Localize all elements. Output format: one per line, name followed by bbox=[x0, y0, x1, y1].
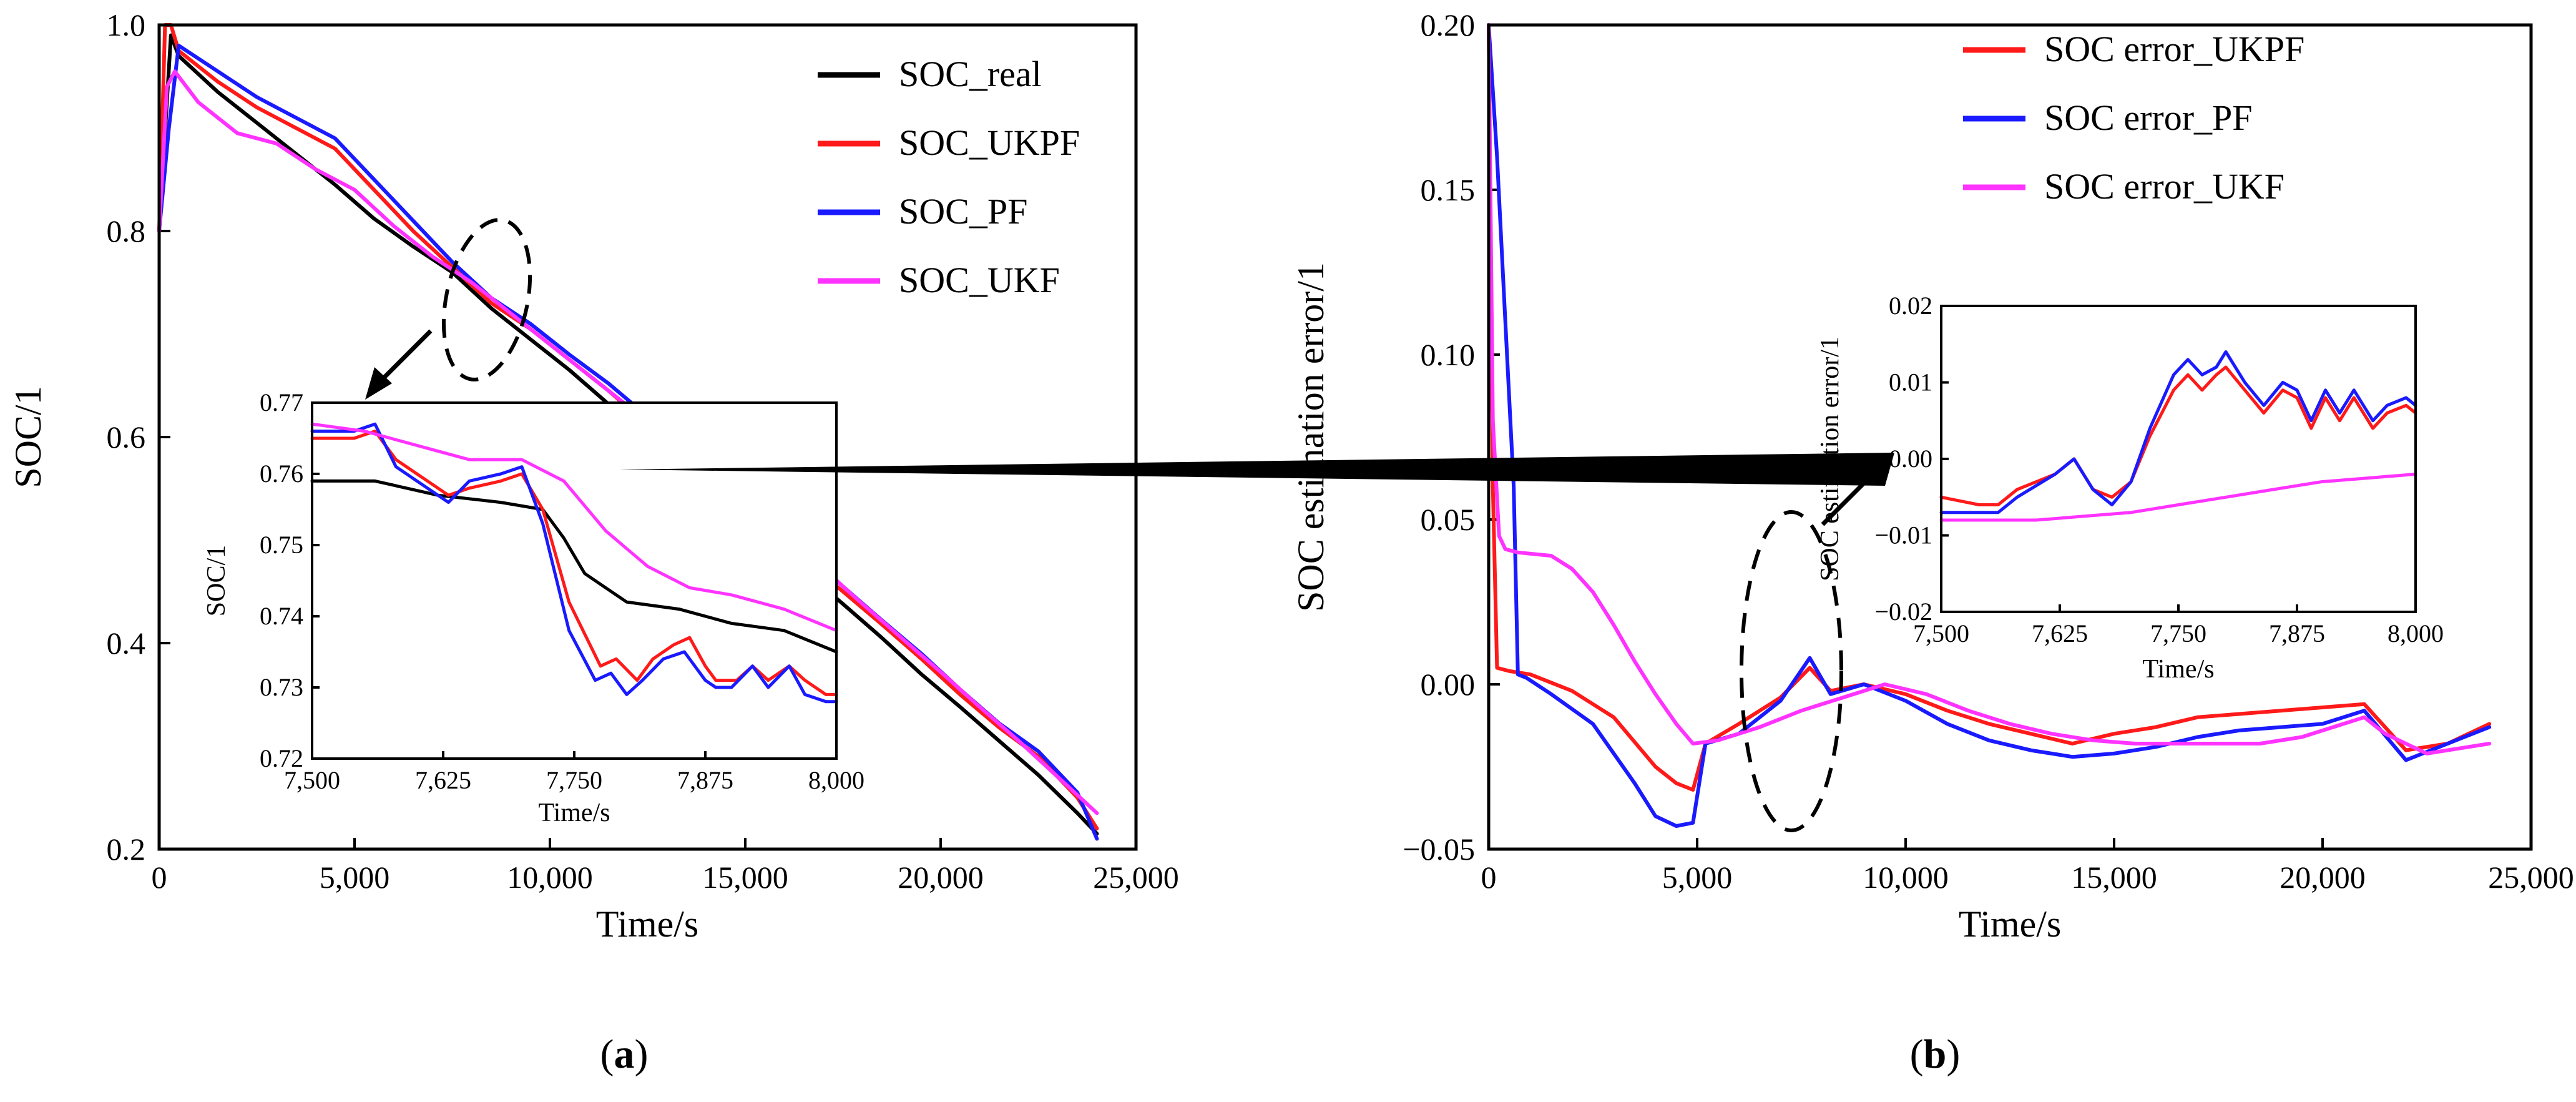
panel-b-inset-y-tick-label: −0.01 bbox=[1874, 521, 1932, 549]
panel-a-y-tick-label: 0.8 bbox=[107, 214, 146, 248]
panel-a-x-tick-label: 15,000 bbox=[702, 860, 788, 895]
legend-label-soc-pf: SOC_PF bbox=[899, 191, 1027, 232]
panel-a-label: (a) bbox=[600, 1031, 649, 1077]
panel-b-inset-x-axis-label: Time/s bbox=[2142, 655, 2214, 684]
legend-label-soc-error-pf: SOC error_PF bbox=[2044, 97, 2253, 138]
panel-a-inset-y-tick-label: 0.75 bbox=[260, 531, 303, 559]
panel-a-inset-x-tick-label: 7,625 bbox=[415, 766, 471, 794]
panel-b-inset-background bbox=[1941, 306, 2416, 612]
panel-a-zoom-ellipse bbox=[441, 218, 532, 381]
legend-label-soc-error-ukf: SOC error_UKF bbox=[2044, 166, 2285, 207]
legend-label-soc-real: SOC_real bbox=[899, 54, 1042, 94]
panel-b-x-tick-label: 25,000 bbox=[2488, 860, 2574, 895]
panel-a-inset-series-soc-ukf bbox=[310, 422, 838, 632]
panel-b-inset-tick-labels: 7,500 7,625 7,750 7,875 8,000 −0.02 −0.01 0.00 0… bbox=[1874, 292, 2444, 647]
panel-b-inset-x-tick-label: 8,000 bbox=[2387, 619, 2444, 647]
panel-a-inset-x-axis-label: Time/s bbox=[538, 799, 610, 827]
panel-a-series bbox=[157, 23, 1099, 841]
panel-a-y-tick-label: 0.6 bbox=[107, 420, 146, 455]
panel-b-y-tick-label: 0.05 bbox=[1421, 502, 1476, 537]
panel-b-zoom-arrowhead bbox=[619, 453, 1894, 486]
panel-a-zoom-arrow bbox=[376, 329, 433, 386]
panel-a-tick-labels: 0 5,000 10,000 15,000 20,000 25,000 0.2 0.4 0.6 0… bbox=[107, 7, 1179, 895]
panel-a-y-tick-label: 1.0 bbox=[107, 7, 146, 42]
panel-b-inset: 7,500 7,625 7,750 7,875 8,000 −0.02 −0.01 0.00 0… bbox=[1816, 292, 2444, 684]
panel-b-y-tick-label: −0.05 bbox=[1403, 832, 1475, 867]
panel-a-inset-y-tick-label: 0.76 bbox=[260, 460, 303, 488]
panel-b-x-tick-label: 10,000 bbox=[1863, 860, 1949, 895]
panel-a-inset-series-soc-ukpf bbox=[310, 430, 838, 696]
panel-a-inset-y-tick-label: 0.72 bbox=[260, 744, 303, 772]
panel-b-x-tick-label: 20,000 bbox=[2280, 860, 2366, 895]
panel-b-y-axis-label: SOC estimation error/1 bbox=[1290, 262, 1331, 612]
panel-a-series-soc-ukf bbox=[157, 69, 1099, 815]
panel-a-inset-tick-labels: 7,500 7,625 7,750 7,875 8,000 0.72 0.73 0.74 0.7… bbox=[260, 388, 864, 794]
panel-a-inset-series-soc-pf bbox=[310, 422, 838, 704]
panel-b-x-tick-label: 5,000 bbox=[1662, 860, 1733, 895]
panel-a-inset-y-tick-label: 0.74 bbox=[260, 602, 303, 630]
panel-b-series-soc-error-pf bbox=[1487, 23, 2492, 828]
panel-a-y-tick-label: 0.4 bbox=[107, 626, 146, 661]
panel-b-inset-x-tick-label: 7,500 bbox=[1913, 619, 1969, 647]
panel-a: 0 5,000 10,000 15,000 20,000 25,000 0.2 0.4 0.6 0… bbox=[7, 7, 1179, 1077]
panel-a-inset-x-tick-label: 8,000 bbox=[808, 766, 864, 794]
panel-b-y-tick-label: 0.10 bbox=[1421, 337, 1476, 372]
panel-b-inset-series-soc-error-ukf bbox=[1939, 473, 2417, 522]
panel-a-x-tick-label: 25,000 bbox=[1093, 860, 1179, 895]
panel-b-series bbox=[1487, 23, 2492, 828]
panel-b-inset-series bbox=[1939, 350, 2417, 522]
panel-b-y-tick-label: 0.15 bbox=[1421, 172, 1476, 207]
panel-a-x-tick-label: 20,000 bbox=[898, 860, 984, 895]
panel-b-inset-y-tick-label: −0.02 bbox=[1874, 598, 1932, 626]
legend-label-soc-ukf: SOC_UKF bbox=[899, 260, 1060, 300]
panel-b-inset-x-tick-label: 7,750 bbox=[2150, 619, 2206, 647]
panel-b-x-tick-label: 0 bbox=[1481, 860, 1497, 895]
panel-a-plot-frame bbox=[157, 23, 1138, 851]
panel-a-y-axis-label: SOC/1 bbox=[7, 386, 49, 488]
panel-a-inset-y-tick-label: 0.77 bbox=[260, 388, 303, 416]
panel-a-inset-x-tick-label: 7,500 bbox=[284, 766, 340, 794]
panel-b-x-axis-label: Time/s bbox=[1959, 903, 2062, 945]
panel-a-x-tick-label: 5,000 bbox=[320, 860, 390, 895]
panel-a-inset: 7,500 7,625 7,750 7,875 8,000 0.72 0.73 0.74 0.7… bbox=[202, 388, 864, 827]
panel-b-inset-y-axis-label: SOC estimation error/1 bbox=[1816, 337, 1844, 581]
panel-b-legend: SOC error_UKPF SOC error_PF SOC error_UK… bbox=[1963, 29, 2304, 207]
panel-a-inset-x-tick-label: 7,875 bbox=[677, 766, 733, 794]
panel-a-x-tick-label: 10,000 bbox=[507, 860, 593, 895]
panel-a-zoom-arrowhead bbox=[365, 367, 392, 400]
panel-a-inset-frame bbox=[311, 401, 838, 760]
panel-b-inset-y-tick-label: 0.00 bbox=[1889, 445, 1932, 473]
panel-a-inset-y-axis-label: SOC/1 bbox=[202, 545, 231, 616]
panel-a-y-tick-label: 0.2 bbox=[107, 832, 146, 867]
panel-b: 0 5,000 10,000 15,000 20,000 25,000 −0.05 0.00 0… bbox=[619, 7, 2574, 1077]
panel-b-inset-series-soc-error-pf bbox=[1939, 350, 2417, 514]
panel-a-inset-x-tick-label: 7,750 bbox=[546, 766, 602, 794]
panel-b-y-tick-label: 0.20 bbox=[1421, 7, 1476, 42]
panel-a-inset-y-tick-label: 0.73 bbox=[260, 673, 303, 701]
panel-b-inset-x-tick-label: 7,875 bbox=[2269, 619, 2325, 647]
panel-b-inset-y-tick-label: 0.01 bbox=[1889, 368, 1932, 396]
legend-label-soc-error-ukpf: SOC error_UKPF bbox=[2044, 29, 2304, 69]
panel-b-inset-y-tick-label: 0.02 bbox=[1889, 292, 1932, 320]
panel-a-x-axis-label: Time/s bbox=[596, 903, 699, 945]
panel-b-inset-frame bbox=[1940, 305, 2417, 613]
panel-b-y-tick-label: 0.00 bbox=[1421, 667, 1476, 702]
panel-b-inset-x-tick-label: 7,625 bbox=[2032, 619, 2088, 647]
legend-label-soc-ukpf: SOC_UKPF bbox=[899, 122, 1080, 163]
panel-b-x-tick-label: 15,000 bbox=[2071, 860, 2157, 895]
panel-b-label: (b) bbox=[1910, 1031, 1961, 1077]
panel-a-legend: SOC_real SOC_UKPF SOC_PF SOC_UKF bbox=[818, 54, 1080, 300]
panel-a-x-tick-label: 0 bbox=[152, 860, 167, 895]
panel-b-tick-labels: 0 5,000 10,000 15,000 20,000 25,000 −0.05 0.00 0… bbox=[1403, 7, 2574, 895]
panel-b-series-soc-error-ukf bbox=[1487, 23, 2492, 755]
panel-b-plot-frame bbox=[1487, 23, 2533, 851]
panel-b-zoom-ellipse bbox=[1740, 510, 1843, 832]
panel-a-inset-series bbox=[310, 422, 838, 704]
